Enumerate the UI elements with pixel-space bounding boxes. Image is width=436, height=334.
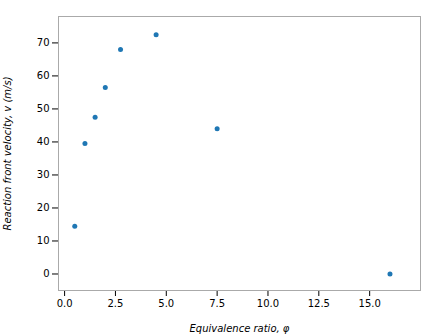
svg-text:10.0: 10.0	[257, 298, 279, 309]
svg-text:2.5: 2.5	[107, 298, 123, 309]
svg-text:40: 40	[37, 136, 50, 147]
svg-text:0: 0	[43, 268, 49, 279]
svg-text:0.0: 0.0	[57, 298, 73, 309]
svg-text:Equivalence ratio, φ: Equivalence ratio, φ	[190, 323, 290, 334]
svg-text:15.0: 15.0	[359, 298, 381, 309]
svg-text:20: 20	[37, 202, 50, 213]
svg-text:30: 30	[37, 169, 50, 180]
svg-text:7.5: 7.5	[209, 298, 225, 309]
svg-text:60: 60	[37, 70, 50, 81]
svg-text:10: 10	[37, 235, 50, 246]
svg-text:70: 70	[37, 37, 50, 48]
svg-text:50: 50	[37, 103, 50, 114]
svg-text:5.0: 5.0	[158, 298, 174, 309]
svg-text:Reaction front velocity, v (m/: Reaction front velocity, v (m/s)	[2, 76, 13, 230]
svg-text:12.5: 12.5	[308, 298, 330, 309]
